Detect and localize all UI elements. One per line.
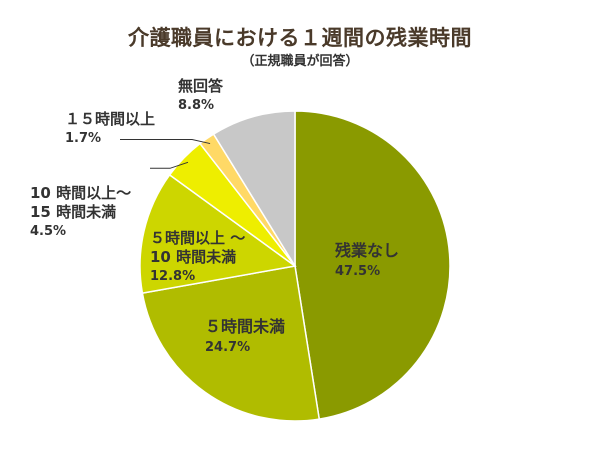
pie-slice [141, 265, 321, 422]
leader-line [150, 161, 189, 169]
slice-label: １５時間以上 [65, 110, 155, 128]
pie-slice [212, 110, 296, 269]
slice-percent-label: 24.7% [205, 340, 250, 355]
slice-label: 10 時間以上～ 15 時間未満 [30, 184, 131, 221]
slice-percent-label: 12.8% [150, 269, 195, 284]
slice-label: ５時間未満 [205, 317, 285, 336]
slice-label: ５時間以上 ～ 10 時間未満 [150, 229, 245, 266]
slice-label: 残業なし [335, 241, 399, 260]
slice-percent-label: 4.5% [30, 224, 66, 239]
slice-label: 無回答 [178, 77, 224, 95]
chart-title: 介護職員における１週間の残業時間 [128, 26, 472, 50]
slice-percent-label: 8.8% [178, 98, 214, 113]
leader-line [120, 139, 211, 145]
slice-percent-label: 47.5% [335, 264, 380, 279]
chart-subtitle: （正規職員が回答） [241, 54, 359, 69]
pie-slice [294, 110, 451, 420]
slice-percent-label: 1.7% [65, 131, 101, 146]
pie-slice [139, 173, 297, 294]
